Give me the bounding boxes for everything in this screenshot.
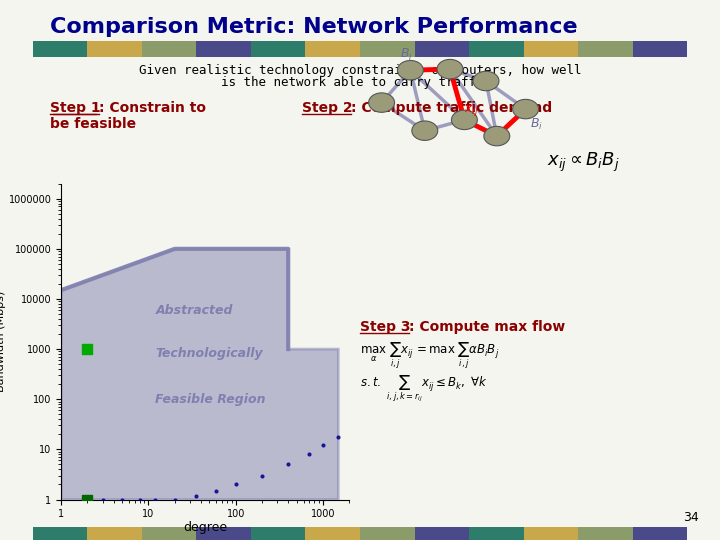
Circle shape — [412, 121, 438, 140]
Bar — [415, 526, 469, 540]
Text: Given realistic technology constraints on routers, how well: Given realistic technology constraints o… — [139, 64, 581, 77]
Text: Abstracted: Abstracted — [156, 303, 233, 316]
Text: is the network able to carry traffic?: is the network able to carry traffic? — [221, 76, 499, 89]
Bar — [142, 40, 197, 57]
Point — [256, 471, 268, 480]
Text: Step 2: Step 2 — [302, 101, 353, 115]
Bar — [633, 40, 688, 57]
Bar — [197, 526, 251, 540]
Polygon shape — [61, 249, 338, 500]
Point — [230, 480, 241, 489]
Bar — [251, 40, 305, 57]
Point — [304, 450, 315, 458]
Text: Technologically: Technologically — [156, 347, 263, 361]
Text: $x_{ij} \propto B_i B_j$: $x_{ij} \propto B_i B_j$ — [547, 151, 620, 173]
Y-axis label: Bandwidth (Mbps): Bandwidth (Mbps) — [0, 291, 6, 392]
Bar — [415, 40, 469, 57]
Point — [81, 345, 93, 353]
Text: Comparison Metric: Network Performance: Comparison Metric: Network Performance — [50, 17, 578, 37]
Bar — [32, 40, 87, 57]
Bar — [469, 526, 523, 540]
Circle shape — [437, 59, 463, 79]
Point — [282, 460, 294, 469]
Text: : Compute max flow: : Compute max flow — [409, 320, 565, 334]
Circle shape — [473, 71, 499, 91]
Text: $x_{ij}$: $x_{ij}$ — [464, 103, 479, 118]
Circle shape — [513, 99, 539, 119]
Bar — [360, 526, 415, 540]
Bar — [305, 526, 360, 540]
Point — [210, 487, 222, 495]
Point — [134, 495, 145, 504]
Bar — [578, 526, 633, 540]
Text: be feasible: be feasible — [50, 117, 137, 131]
Circle shape — [369, 93, 395, 112]
Text: $\max_{\alpha}\ \sum_{i,j} x_{ij} = \max\ \sum_{i,j} \alpha B_i B_j$: $\max_{\alpha}\ \sum_{i,j} x_{ij} = \max… — [360, 341, 499, 372]
Bar — [360, 40, 415, 57]
Point — [169, 495, 181, 504]
Bar — [87, 526, 142, 540]
Bar — [633, 526, 688, 540]
Text: 34: 34 — [683, 511, 698, 524]
Point — [150, 495, 161, 504]
Point — [117, 495, 128, 504]
Bar — [578, 40, 633, 57]
Bar — [523, 40, 578, 57]
Bar — [523, 526, 578, 540]
Bar — [305, 40, 360, 57]
Text: Feasible Region: Feasible Region — [156, 393, 266, 406]
Text: Step 1: Step 1 — [50, 101, 101, 115]
Point — [190, 491, 202, 500]
Bar — [142, 526, 197, 540]
Circle shape — [451, 110, 477, 130]
Text: $B_i$: $B_i$ — [530, 117, 543, 132]
Bar — [32, 526, 87, 540]
Point — [318, 441, 329, 450]
Text: $B_j$: $B_j$ — [400, 46, 413, 63]
Bar — [197, 40, 251, 57]
Circle shape — [397, 60, 423, 80]
Text: : Constrain to: : Constrain to — [99, 101, 207, 115]
Text: Step 3: Step 3 — [360, 320, 410, 334]
Circle shape — [484, 126, 510, 146]
Bar — [251, 526, 305, 540]
Point — [333, 432, 344, 441]
Point — [81, 495, 93, 504]
X-axis label: degree: degree — [183, 521, 228, 534]
Bar — [87, 40, 142, 57]
Text: $s.t.\ \sum_{i,j,k=r_{ij}} x_{ij} \leq B_k,\ \forall k$: $s.t.\ \sum_{i,j,k=r_{ij}} x_{ij} \leq B… — [360, 374, 488, 404]
Text: : Compute traffic demand: : Compute traffic demand — [351, 101, 552, 115]
Point — [97, 495, 109, 504]
Bar — [469, 40, 523, 57]
